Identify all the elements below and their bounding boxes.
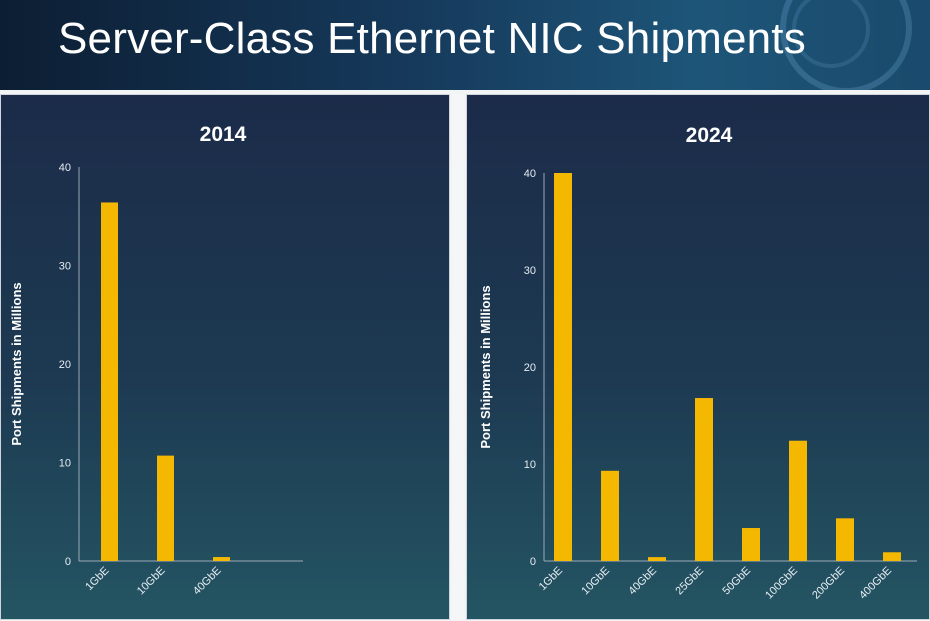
- y-tick-label: 30: [524, 265, 536, 277]
- x-tick-label: 400GbE: [857, 565, 894, 602]
- bar: [213, 557, 230, 561]
- chart-title: 2014: [200, 123, 247, 146]
- bar: [554, 173, 572, 561]
- y-axis-label: Port Shipments in Millions: [478, 285, 493, 448]
- bar: [157, 455, 174, 561]
- x-tick-label: 50GbE: [720, 565, 753, 598]
- decorative-swirl-inner: [792, 0, 870, 68]
- chart-title: 2024: [686, 124, 733, 147]
- x-tick-label: 40GbE: [191, 565, 224, 598]
- slide-header: Server-Class Ethernet NIC Shipments: [0, 0, 930, 90]
- x-tick-label: 10GbE: [579, 565, 612, 598]
- bar: [695, 398, 713, 561]
- y-axis-label: Port Shipments in Millions: [9, 282, 24, 445]
- x-tick-label: 1GbE: [537, 565, 565, 593]
- y-tick-label: 40: [524, 168, 536, 180]
- y-tick-label: 0: [530, 556, 536, 568]
- bar: [648, 557, 666, 561]
- panel-divider: [452, 94, 464, 620]
- x-tick-label: 40GbE: [626, 565, 659, 598]
- bar: [601, 470, 619, 561]
- x-tick-label: 100GbE: [763, 565, 800, 602]
- bar-chart-2014: 2014 Port Shipments in Millions 0 10 20 30 40 1…: [9, 123, 303, 598]
- y-tick-label: 0: [65, 556, 71, 568]
- x-tick-label: 200GbE: [810, 565, 847, 602]
- x-tick-label: 10GbE: [135, 565, 168, 598]
- y-tick-label: 20: [59, 359, 71, 371]
- y-tick-label: 40: [59, 162, 71, 174]
- bar: [836, 518, 854, 561]
- bar: [789, 440, 807, 561]
- y-tick-label: 20: [524, 362, 536, 374]
- bar-chart-2024: 2024 Port Shipments in Millions 0 10 20 30 40 1…: [478, 124, 917, 602]
- y-tick-label: 30: [59, 261, 71, 273]
- chart-panel-2014: 2014 Port Shipments in Millions 0 10 20 30 40 1…: [0, 94, 450, 620]
- slide-title: Server-Class Ethernet NIC Shipments: [58, 14, 806, 63]
- bar: [742, 528, 760, 561]
- bar: [101, 202, 118, 561]
- x-tick-label: 1GbE: [83, 565, 111, 593]
- x-tick-label: 25GbE: [673, 565, 706, 598]
- y-tick-label: 10: [59, 458, 71, 470]
- decorative-swirl: [780, 0, 912, 90]
- y-tick-label: 10: [524, 459, 536, 471]
- chart-panel-2024: 2024 Port Shipments in Millions 0 10 20 30 40 1…: [466, 94, 930, 620]
- bar: [883, 552, 901, 561]
